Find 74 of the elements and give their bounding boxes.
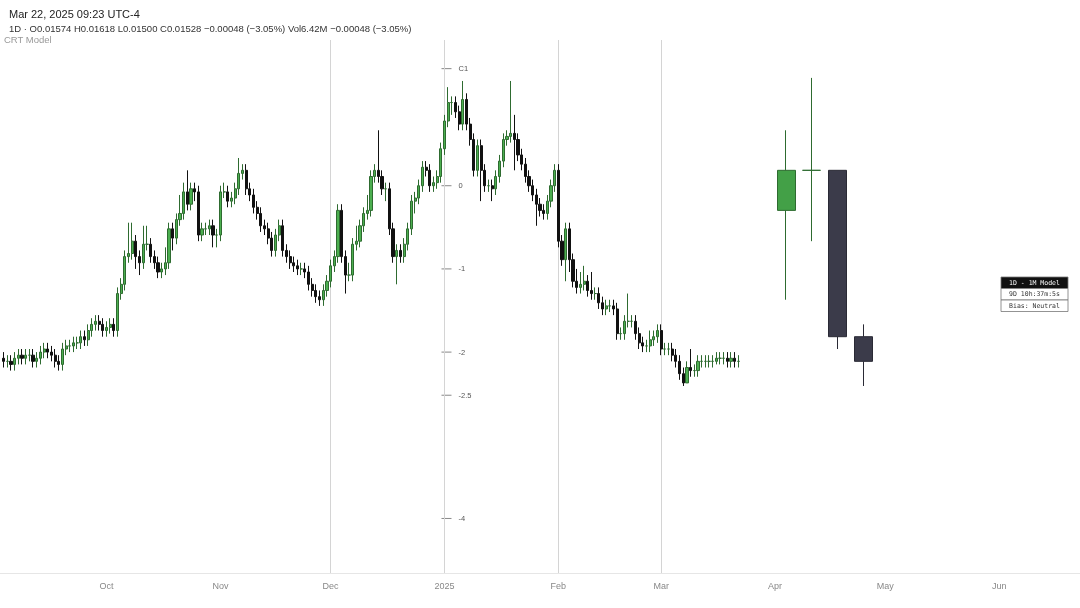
candlestick	[590, 271, 593, 301]
candlestick	[101, 317, 104, 338]
candlestick	[715, 351, 718, 365]
candlestick	[586, 274, 589, 298]
candlestick	[399, 243, 402, 264]
candlestick	[616, 302, 619, 341]
candlestick	[480, 139, 483, 202]
candlestick	[428, 163, 431, 193]
candlestick	[685, 360, 689, 384]
x-tick-label: Nov	[212, 580, 229, 591]
candlestick	[109, 317, 112, 335]
candlestick	[718, 351, 722, 365]
candlestick	[828, 169, 847, 350]
candlestick	[72, 336, 75, 353]
candlestick	[39, 345, 42, 365]
candlestick	[802, 77, 821, 242]
candlestick	[20, 348, 24, 365]
candlestick	[476, 139, 479, 177]
candlestick	[79, 330, 82, 350]
candlestick	[854, 323, 873, 387]
candlestick	[142, 225, 145, 270]
candlestick	[509, 80, 512, 144]
candlestick	[46, 342, 49, 359]
x-tick-label: Feb	[550, 580, 567, 591]
candlestick	[186, 169, 189, 211]
candlestick	[649, 330, 652, 353]
candlestick	[777, 129, 796, 301]
candlestick	[112, 317, 115, 338]
candlestick	[689, 348, 692, 378]
candlestick	[24, 348, 27, 365]
candlestick	[594, 286, 597, 301]
candlestick	[384, 182, 387, 202]
candlestick	[200, 222, 204, 242]
candlestick	[61, 342, 64, 372]
candlestick	[707, 354, 711, 368]
candlestick	[13, 351, 16, 372]
candlestick	[583, 265, 586, 291]
chart-title: Mar 22, 2025 09:23 UTC-4	[9, 7, 140, 20]
candlestick	[395, 243, 398, 285]
candlestick	[54, 348, 57, 368]
chart-subtitle: 1D · O0.01574 H0.01618 L0.01500 C0.01528 −0.00048 (−3.05%) Vol6.42M −0.00048 (−3.05%)	[9, 22, 412, 34]
candlestick	[9, 354, 13, 372]
candlestick	[564, 222, 567, 282]
candlestick	[733, 351, 736, 368]
candlestick	[131, 222, 134, 261]
text: CRT Model	[4, 33, 52, 45]
x-tick-label: Jun	[991, 580, 1007, 591]
candlestick	[208, 219, 211, 236]
candlestick	[491, 179, 494, 202]
candlestick	[461, 80, 464, 131]
x-tick-label: Mar	[653, 580, 669, 591]
x-tick-label: 2025	[434, 580, 455, 591]
candlestick	[197, 185, 200, 242]
x-tick-label: Apr	[768, 580, 783, 591]
candlestick	[105, 320, 108, 338]
candlestick	[226, 185, 229, 208]
candlestick	[31, 348, 35, 368]
candlestick	[171, 222, 174, 251]
candlestick	[660, 323, 663, 356]
x-tick-label: Dec	[322, 580, 340, 591]
candlestick	[696, 354, 700, 378]
candlestick	[605, 299, 608, 316]
candlestick	[211, 219, 215, 248]
candlestick	[656, 323, 659, 344]
candlestick	[726, 351, 729, 368]
candlestick	[83, 330, 86, 347]
candlestick	[300, 262, 303, 276]
candlestick	[189, 182, 193, 211]
candlestick	[2, 351, 5, 368]
x-tick-label: Oct	[99, 580, 115, 591]
candlestick	[296, 259, 299, 276]
candlestick	[729, 351, 733, 368]
candlestick	[513, 114, 516, 171]
x-tick-label: May	[876, 580, 895, 591]
